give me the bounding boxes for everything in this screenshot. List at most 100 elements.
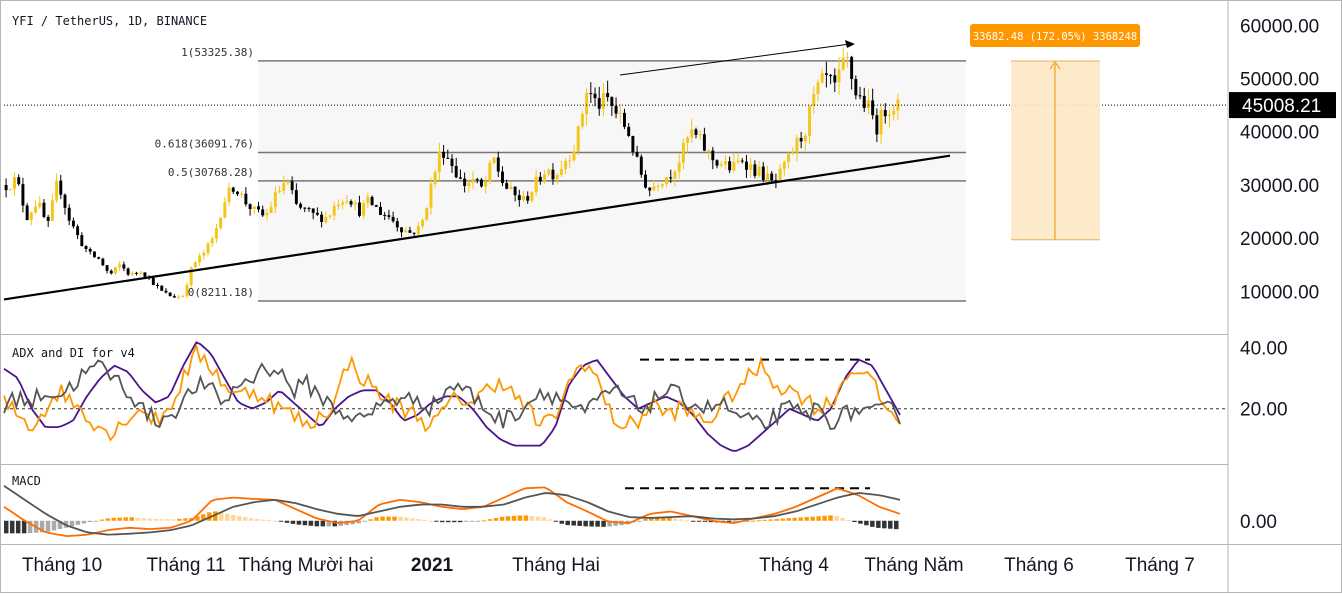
- candle-body: [17, 177, 21, 185]
- candle-body: [866, 100, 870, 108]
- candle-body: [261, 209, 265, 216]
- macd-histogram-bar: [27, 520, 33, 534]
- candle-body: [572, 151, 576, 161]
- fib-level-label: 0.618(36091.76): [155, 138, 254, 151]
- candle-body: [850, 56, 854, 80]
- macd-histogram-bar: [254, 519, 260, 521]
- fib-level-label: 1(53325.38): [181, 46, 254, 59]
- macd-histogram-bar: [314, 520, 320, 527]
- candle-body: [383, 214, 387, 216]
- macd-histogram-bar: [21, 520, 27, 534]
- candle-body: [652, 186, 656, 191]
- candle-body: [219, 217, 223, 229]
- candle-body: [353, 202, 357, 205]
- macd-axis-tick: 0.00: [1240, 512, 1277, 533]
- candle-body: [206, 243, 210, 253]
- price-axis-tick: 60000.00: [1240, 16, 1319, 37]
- macd-histogram-bar: [153, 518, 158, 521]
- candle-body: [97, 257, 101, 259]
- measure-label-box: [970, 24, 1140, 47]
- macd-histogram-bar: [123, 517, 128, 521]
- macd-histogram-bar: [894, 520, 899, 530]
- candle-body: [437, 151, 441, 173]
- candle-body: [589, 93, 593, 95]
- price-arrow-line: [619, 43, 851, 76]
- macd-histogram-bar: [332, 520, 338, 527]
- candle-body: [168, 292, 172, 297]
- candle-body: [8, 188, 12, 191]
- candle-body: [795, 137, 799, 153]
- time-axis-label: Tháng 10: [22, 555, 102, 576]
- candle-body: [761, 166, 765, 181]
- macd-histogram-bar: [577, 520, 582, 526]
- candle-body: [496, 157, 500, 172]
- price-axis-tick: 10000.00: [1240, 282, 1319, 303]
- candle-body: [740, 160, 744, 162]
- candle-body: [551, 169, 555, 180]
- candle-body: [845, 56, 849, 58]
- macd-histogram-bar: [446, 520, 451, 523]
- candle-body: [454, 166, 458, 178]
- candle-body: [896, 99, 900, 111]
- candle-body: [665, 177, 669, 184]
- candle-body: [278, 190, 282, 193]
- candle-body: [841, 57, 845, 70]
- macd-histogram-bar: [469, 520, 475, 522]
- macd-histogram-bar: [296, 520, 302, 525]
- candle-body: [362, 203, 366, 216]
- macd-histogram-bar: [398, 516, 403, 521]
- candle-body: [446, 157, 450, 159]
- macd-histogram-bar: [661, 517, 666, 521]
- candle-body: [59, 180, 63, 195]
- macd-histogram-bar: [4, 520, 9, 534]
- candle-body: [648, 187, 652, 191]
- price-pane-title: YFI / TetherUS, 1D, BINANCE: [12, 14, 207, 28]
- time-axis-label: Tháng Năm: [864, 555, 963, 576]
- macd-histogram-bar: [392, 516, 397, 521]
- candle-body: [92, 251, 96, 258]
- macd-histogram-bar: [888, 520, 893, 529]
- candle-body: [829, 75, 833, 77]
- macd-histogram-bar: [410, 518, 415, 521]
- candle-body: [63, 194, 67, 208]
- candle-body: [824, 73, 828, 76]
- ascending-trendline: [3, 154, 951, 301]
- candle-body: [593, 93, 597, 99]
- candle-body: [231, 187, 235, 192]
- macd-histogram-bar: [493, 517, 499, 521]
- macd-histogram-bar: [356, 520, 361, 524]
- candle-body: [408, 230, 412, 233]
- macd-histogram-bar: [673, 518, 678, 521]
- macd-histogram-bar: [302, 520, 308, 526]
- candle-body: [812, 93, 816, 106]
- candle-body: [67, 207, 71, 221]
- price-axis-tick: 30000.00: [1240, 176, 1319, 197]
- candle-body: [395, 221, 399, 228]
- macd-histogram-bar: [583, 520, 588, 527]
- candle-body: [429, 183, 433, 208]
- macd-histogram-bar: [876, 520, 881, 528]
- current-price-tag: [1229, 92, 1336, 119]
- candle-body: [559, 169, 563, 175]
- adx-pane-title: ADX and DI for v4: [12, 346, 135, 360]
- candle-body: [404, 230, 408, 233]
- adx-series-minus-di: [3, 359, 901, 430]
- candle-body: [787, 153, 790, 163]
- macd-histogram-bar: [290, 520, 296, 524]
- candle-body: [833, 75, 837, 83]
- candle-body: [770, 173, 774, 181]
- macd-histogram-bar: [51, 520, 57, 531]
- candle-body: [21, 184, 25, 206]
- candle-body: [164, 290, 168, 293]
- macd-histogram-bar: [678, 519, 684, 521]
- candle-body: [202, 252, 206, 256]
- macd-histogram-bar: [798, 517, 803, 521]
- candle-body: [172, 296, 176, 298]
- candle-body: [336, 204, 340, 207]
- macd-histogram-bar: [505, 516, 511, 521]
- candle-body: [522, 196, 525, 201]
- macd-histogram-bar: [649, 518, 654, 521]
- candle-body: [349, 201, 353, 205]
